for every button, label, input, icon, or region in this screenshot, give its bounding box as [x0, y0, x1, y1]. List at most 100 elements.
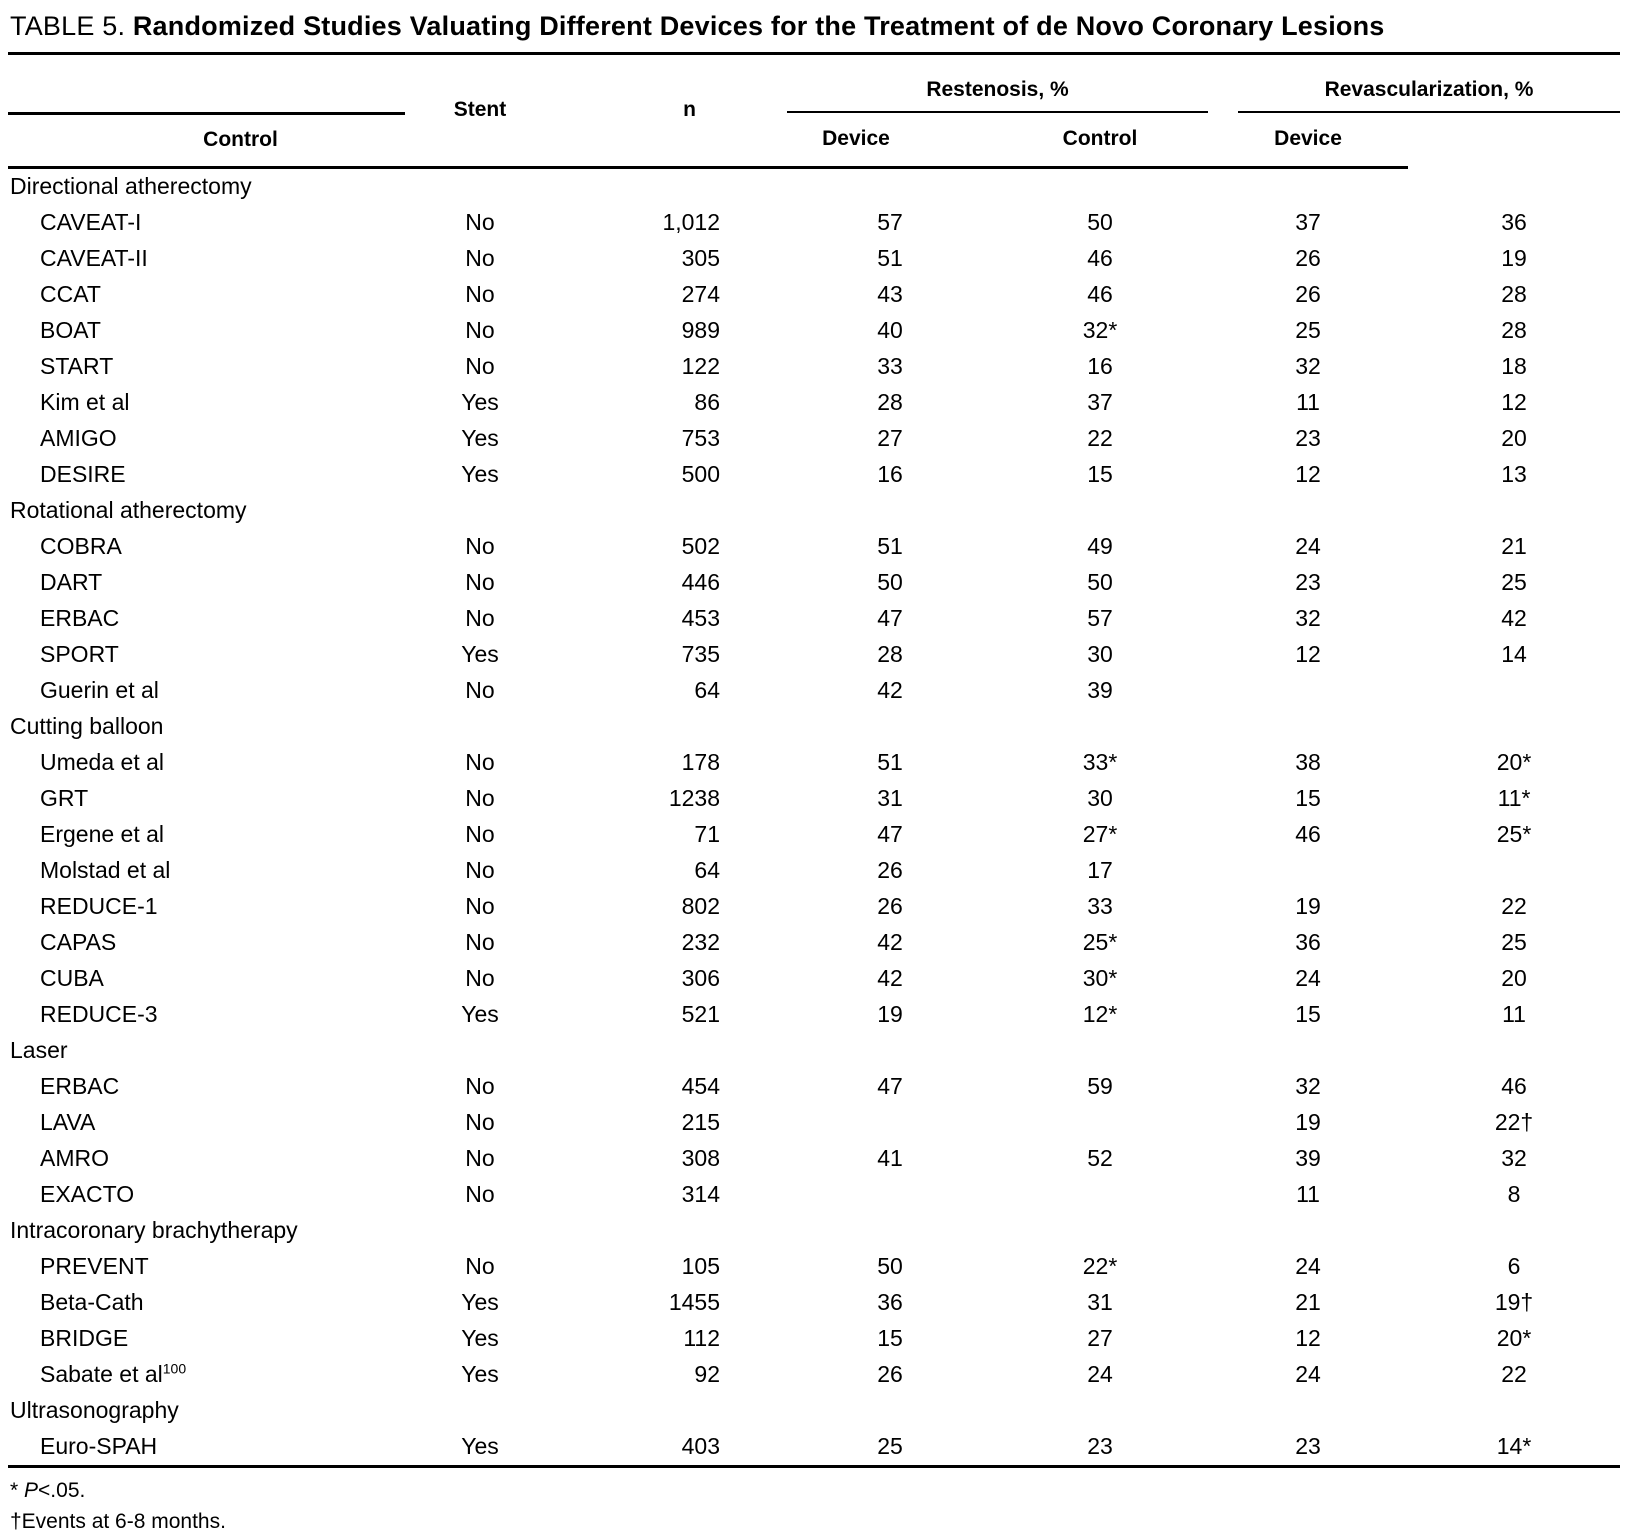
- restenosis-control-cell: 15: [877, 1325, 903, 1351]
- study-name-superscript: 100: [162, 1360, 187, 1377]
- table-row: Kim et al Yes 86 28 37 11 12: [8, 385, 1620, 421]
- n-cell: 502: [681, 533, 720, 559]
- study-name-cell: COBRA: [8, 529, 405, 565]
- n-cell: 500: [681, 461, 720, 487]
- n-cell: 215: [681, 1109, 720, 1135]
- col-header-stent: Stent: [405, 55, 555, 169]
- empty-header-cell: [8, 55, 405, 115]
- table-row: Euro-SPAH Yes 403 25 23 23 14*: [8, 1429, 1620, 1467]
- section-header-row: Cutting balloon: [8, 709, 1620, 745]
- group-header-revascularization: Revascularization, %: [1208, 55, 1621, 113]
- revascularization-control-cell: 12: [1295, 1325, 1321, 1351]
- restenosis-control-cell: 28: [877, 389, 903, 415]
- revascularization-control-cell: 24: [1295, 533, 1321, 559]
- restenosis-control-cell: 27: [877, 425, 903, 451]
- study-name-cell: ERBAC: [8, 601, 405, 637]
- stent-cell: Yes: [461, 1433, 499, 1459]
- revascularization-device-cell: 11: [1502, 1001, 1526, 1027]
- study-name-cell: GRT: [8, 781, 405, 817]
- stent-cell: No: [465, 821, 495, 847]
- study-name: CUBA: [40, 965, 104, 991]
- stent-cell: Yes: [461, 1001, 499, 1027]
- restenosis-control-cell: 40: [877, 317, 903, 343]
- stent-cell: No: [465, 1073, 495, 1099]
- stent-cell: No: [465, 929, 495, 955]
- section-label: Rotational atherectomy: [10, 497, 247, 523]
- stent-cell: No: [465, 353, 495, 379]
- table-row: CCAT No 274 43 46 26 28: [8, 277, 1620, 313]
- study-name: REDUCE-3: [40, 1001, 158, 1027]
- study-name: CCAT: [40, 281, 101, 307]
- study-name-cell: CUBA: [8, 961, 405, 997]
- study-name: CAPAS: [40, 929, 117, 955]
- revascularization-control-cell: 23: [1295, 1433, 1321, 1459]
- study-name: Sabate et al: [40, 1361, 163, 1387]
- stent-cell: Yes: [461, 389, 499, 415]
- study-name-cell: CAVEAT-I: [8, 205, 405, 241]
- col-header-revascularization-device: Device: [1208, 113, 1409, 169]
- revascularization-control-cell: 36: [1295, 929, 1321, 955]
- restenosis-device-cell: 52: [1087, 1145, 1113, 1171]
- restenosis-device-cell: 59: [1087, 1073, 1113, 1099]
- restenosis-device-cell: 27: [1087, 1325, 1113, 1351]
- study-name: AMIGO: [40, 425, 117, 451]
- restenosis-device-cell: 37: [1087, 389, 1113, 415]
- revascularization-control-cell: 24: [1295, 1253, 1321, 1279]
- restenosis-control-cell: 19: [877, 1001, 903, 1027]
- revascularization-device-cell: 25*: [1496, 821, 1532, 847]
- stent-cell: No: [465, 677, 495, 703]
- restenosis-device-cell: 17: [1087, 857, 1113, 883]
- revascularization-device-cell: [1408, 673, 1620, 709]
- revascularization-device-cell: 14*: [1496, 1433, 1532, 1459]
- restenosis-control-cell: 25: [877, 1433, 903, 1459]
- restenosis-device-cell: 30: [1087, 785, 1113, 811]
- restenosis-control-cell: 28: [877, 641, 903, 667]
- restenosis-control-cell: 47: [877, 821, 903, 847]
- asterisk-symbol: *: [10, 1478, 19, 1502]
- n-cell: 274: [681, 281, 720, 307]
- section-header-row: Ultrasonography: [8, 1393, 1620, 1429]
- restenosis-control-cell: 42: [877, 929, 903, 955]
- study-name: Kim et al: [40, 389, 130, 415]
- study-name: REDUCE-1: [40, 893, 158, 919]
- section-header-row: Directional atherectomy: [8, 167, 1620, 205]
- study-name-cell: Beta-Cath: [8, 1285, 405, 1321]
- n-cell: 1238: [668, 785, 720, 811]
- col-header-revascularization-control: Control: [992, 113, 1209, 169]
- restenosis-device-cell: 50: [1087, 209, 1113, 235]
- restenosis-control-cell: [720, 1105, 992, 1141]
- revascularization-control-cell: 32: [1295, 353, 1321, 379]
- table-row: Ergene et al No 71 47 27* 46 25*: [8, 817, 1620, 853]
- table-row: REDUCE-1 No 802 26 33 19 22: [8, 889, 1620, 925]
- footnotes: * P<.05. †Events at 6-8 months.: [8, 1468, 1620, 1536]
- study-name: GRT: [40, 785, 89, 811]
- n-cell: 305: [681, 245, 720, 271]
- n-cell: 71: [694, 821, 720, 847]
- n-cell: 521: [681, 1001, 720, 1027]
- restenosis-control-cell: 47: [877, 1073, 903, 1099]
- footnote-p-rest: <.05.: [38, 1478, 86, 1502]
- n-cell: 64: [694, 677, 720, 703]
- study-name-cell: Ergene et al: [8, 817, 405, 853]
- n-cell: 86: [694, 389, 720, 415]
- restenosis-device-cell: 25*: [1082, 929, 1118, 955]
- revascularization-device-cell: 20*: [1496, 1325, 1532, 1351]
- study-name: BRIDGE: [40, 1325, 129, 1351]
- study-name: PREVENT: [40, 1253, 149, 1279]
- revascularization-device-cell: 25: [1501, 569, 1527, 595]
- study-name: Ergene et al: [40, 821, 165, 847]
- group-header-row: Stent n Restenosis, % Revascularization,…: [8, 55, 1621, 169]
- revascularization-control-cell: 21: [1295, 1289, 1321, 1315]
- restenosis-device-cell: 22*: [1082, 1253, 1118, 1279]
- section-label: Directional atherectomy: [10, 173, 252, 199]
- stent-cell: No: [465, 1181, 495, 1207]
- n-cell: 308: [681, 1145, 720, 1171]
- n-cell: 64: [694, 857, 720, 883]
- restenosis-device-cell: 33*: [1082, 749, 1118, 775]
- study-name-cell: CAPAS: [8, 925, 405, 961]
- stent-cell: No: [465, 749, 495, 775]
- study-name: Guerin et al: [40, 677, 159, 703]
- n-cell: 122: [681, 353, 720, 379]
- revascularization-control-cell: 12: [1295, 641, 1321, 667]
- restenosis-device-cell: 39: [1087, 677, 1113, 703]
